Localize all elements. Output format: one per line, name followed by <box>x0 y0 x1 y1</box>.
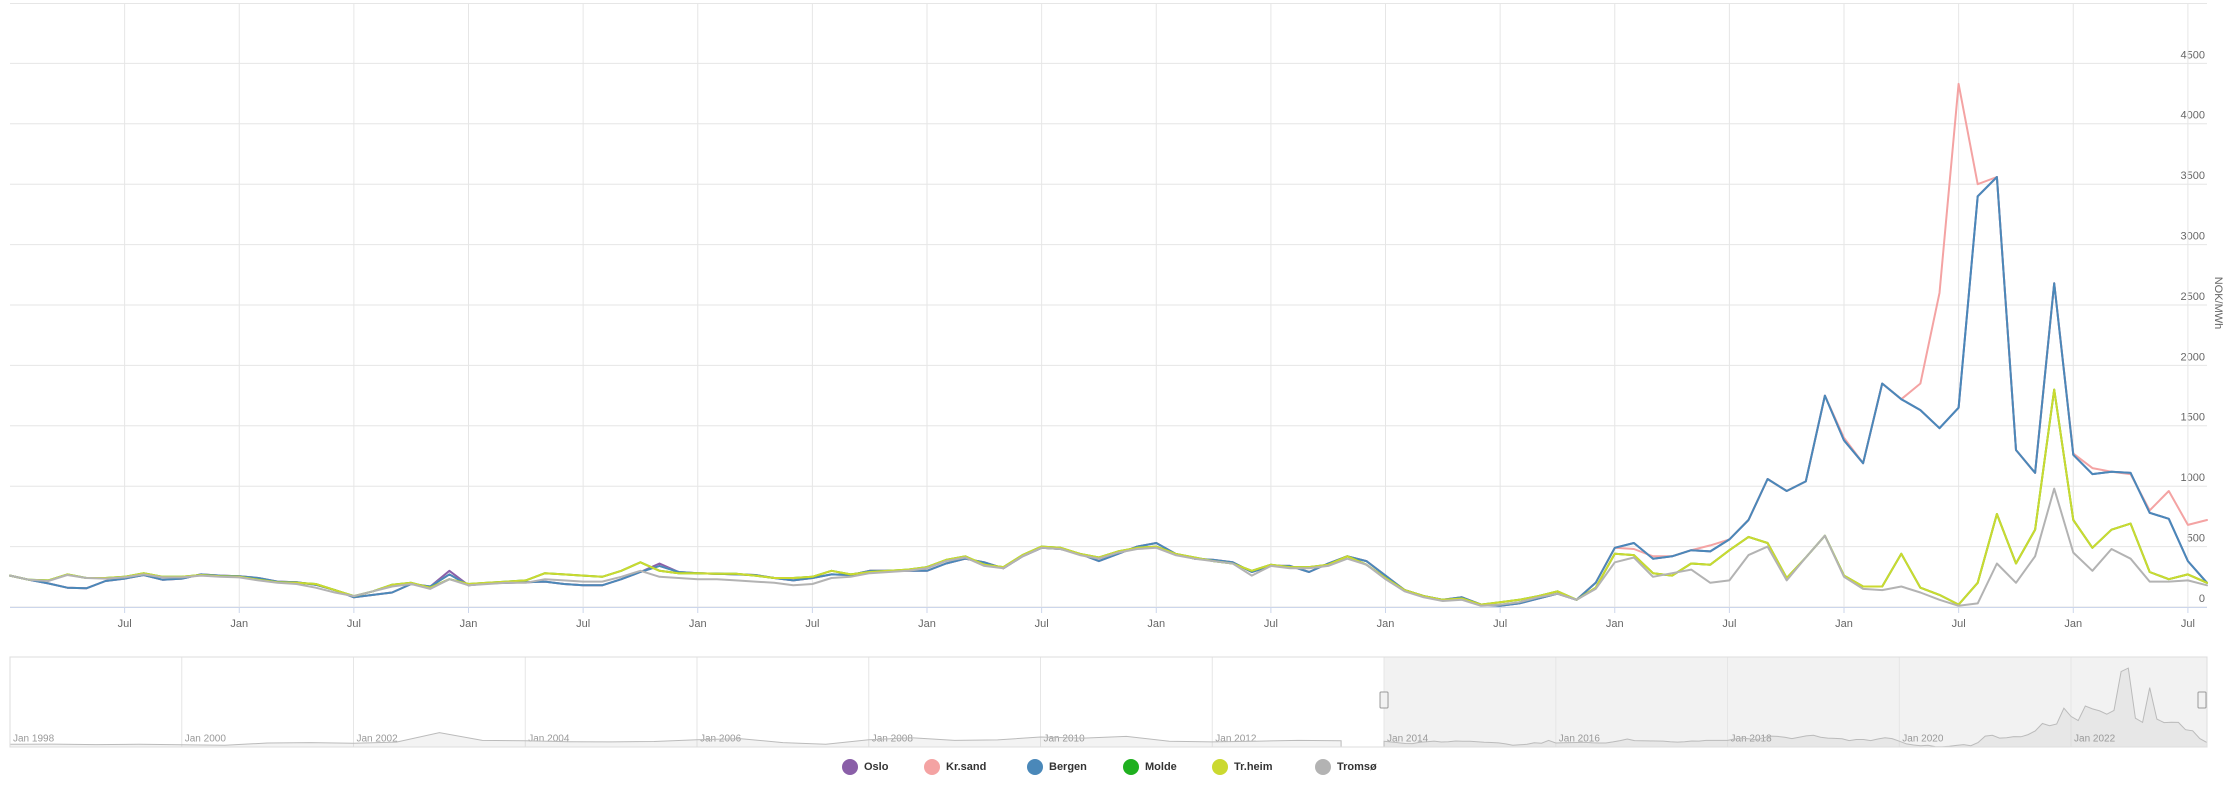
series-line <box>9 487 2208 607</box>
legend-item[interactable]: Kr.sand <box>924 759 986 775</box>
x-tick-label: Jan <box>230 618 248 630</box>
x-tick-label: Jan <box>460 618 478 630</box>
series-line <box>9 176 2208 607</box>
x-tick-label: Jul <box>1722 618 1736 630</box>
series-line <box>9 82 2208 607</box>
x-tick-label: Jul <box>118 618 132 630</box>
x-tick-label: Jul <box>576 618 590 630</box>
navigator-tick-label: Jan 2004 <box>528 734 570 745</box>
navigator-handle[interactable] <box>1379 691 1389 709</box>
series-line <box>9 388 2208 606</box>
x-tick-label: Jan <box>2064 618 2082 630</box>
y-tick-label: 1500 <box>2181 412 2205 424</box>
y-tick-label: 0 <box>2199 593 2205 605</box>
legend-item[interactable]: Tr.heim <box>1212 759 1273 775</box>
legend-item[interactable]: Molde <box>1123 759 1177 775</box>
y-tick-label: 500 <box>2187 533 2205 545</box>
navigator-tick-label: Jan 2022 <box>2074 734 2116 745</box>
x-tick-label: Jul <box>1035 618 1049 630</box>
navigator-tick-label: Jan 2010 <box>1044 734 1086 745</box>
y-tick-label: 3000 <box>2181 231 2205 243</box>
navigator-tick-label: Jan 2012 <box>1215 734 1257 745</box>
legend-item[interactable]: Bergen <box>1027 759 1087 775</box>
y-tick-label: 4500 <box>2181 49 2205 61</box>
series-line <box>9 176 2208 607</box>
legend-label: Oslo <box>864 761 889 773</box>
x-tick-label: Jul <box>347 618 361 630</box>
legend-label: Bergen <box>1049 761 1087 773</box>
y-axis-title: NOK/MWh <box>2212 277 2224 330</box>
x-tick-label: Jul <box>1264 618 1278 630</box>
x-tick-label: Jan <box>1835 618 1853 630</box>
x-tick-label: Jul <box>805 618 819 630</box>
x-tick-label: Jan <box>1147 618 1165 630</box>
y-tick-label: 1000 <box>2181 472 2205 484</box>
legend-swatch <box>1212 759 1228 775</box>
legend-label: Kr.sand <box>946 761 986 773</box>
navigator-tick-label: Jan 2000 <box>185 734 227 745</box>
x-tick-label: Jan <box>1606 618 1624 630</box>
legend-swatch <box>842 759 858 775</box>
legend-swatch <box>1027 759 1043 775</box>
navigator-tick-label: Jan 2014 <box>1387 734 1429 745</box>
legend-swatch <box>1123 759 1139 775</box>
legend-swatch <box>924 759 940 775</box>
y-tick-label: 3500 <box>2181 170 2205 182</box>
legend-item[interactable]: Oslo <box>842 759 889 775</box>
y-tick-label: 2500 <box>2181 291 2205 303</box>
legend-item[interactable]: Tromsø <box>1315 759 1377 775</box>
navigator-handle[interactable] <box>2197 691 2207 709</box>
navigator-area <box>9 732 1342 748</box>
navigator-area <box>1383 667 2208 748</box>
navigator-tick-label: Jan 1998 <box>13 734 55 745</box>
navigator-tick-label: Jan 2002 <box>357 734 399 745</box>
x-tick-label: Jan <box>918 618 936 630</box>
navigator-tick-label: Jan 2016 <box>1559 734 1601 745</box>
legend-label: Tromsø <box>1337 761 1377 773</box>
series-line <box>9 388 2208 606</box>
legend-swatch <box>1315 759 1331 775</box>
navigator-outline <box>9 656 2208 748</box>
y-tick-label: 4000 <box>2181 110 2205 122</box>
navigator-tick-label: Jan 2008 <box>872 734 914 745</box>
x-tick-label: Jul <box>2181 618 2195 630</box>
x-tick-label: Jan <box>1377 618 1395 630</box>
navigator-selection <box>1384 657 2207 747</box>
legend-label: Tr.heim <box>1234 761 1273 773</box>
x-tick-label: Jan <box>689 618 707 630</box>
x-tick-label: Jul <box>1493 618 1507 630</box>
x-tick-label: Jul <box>1952 618 1966 630</box>
legend-label: Molde <box>1145 761 1177 773</box>
navigator-tick-label: Jan 2020 <box>1902 734 1944 745</box>
y-tick-label: 2000 <box>2181 351 2205 363</box>
